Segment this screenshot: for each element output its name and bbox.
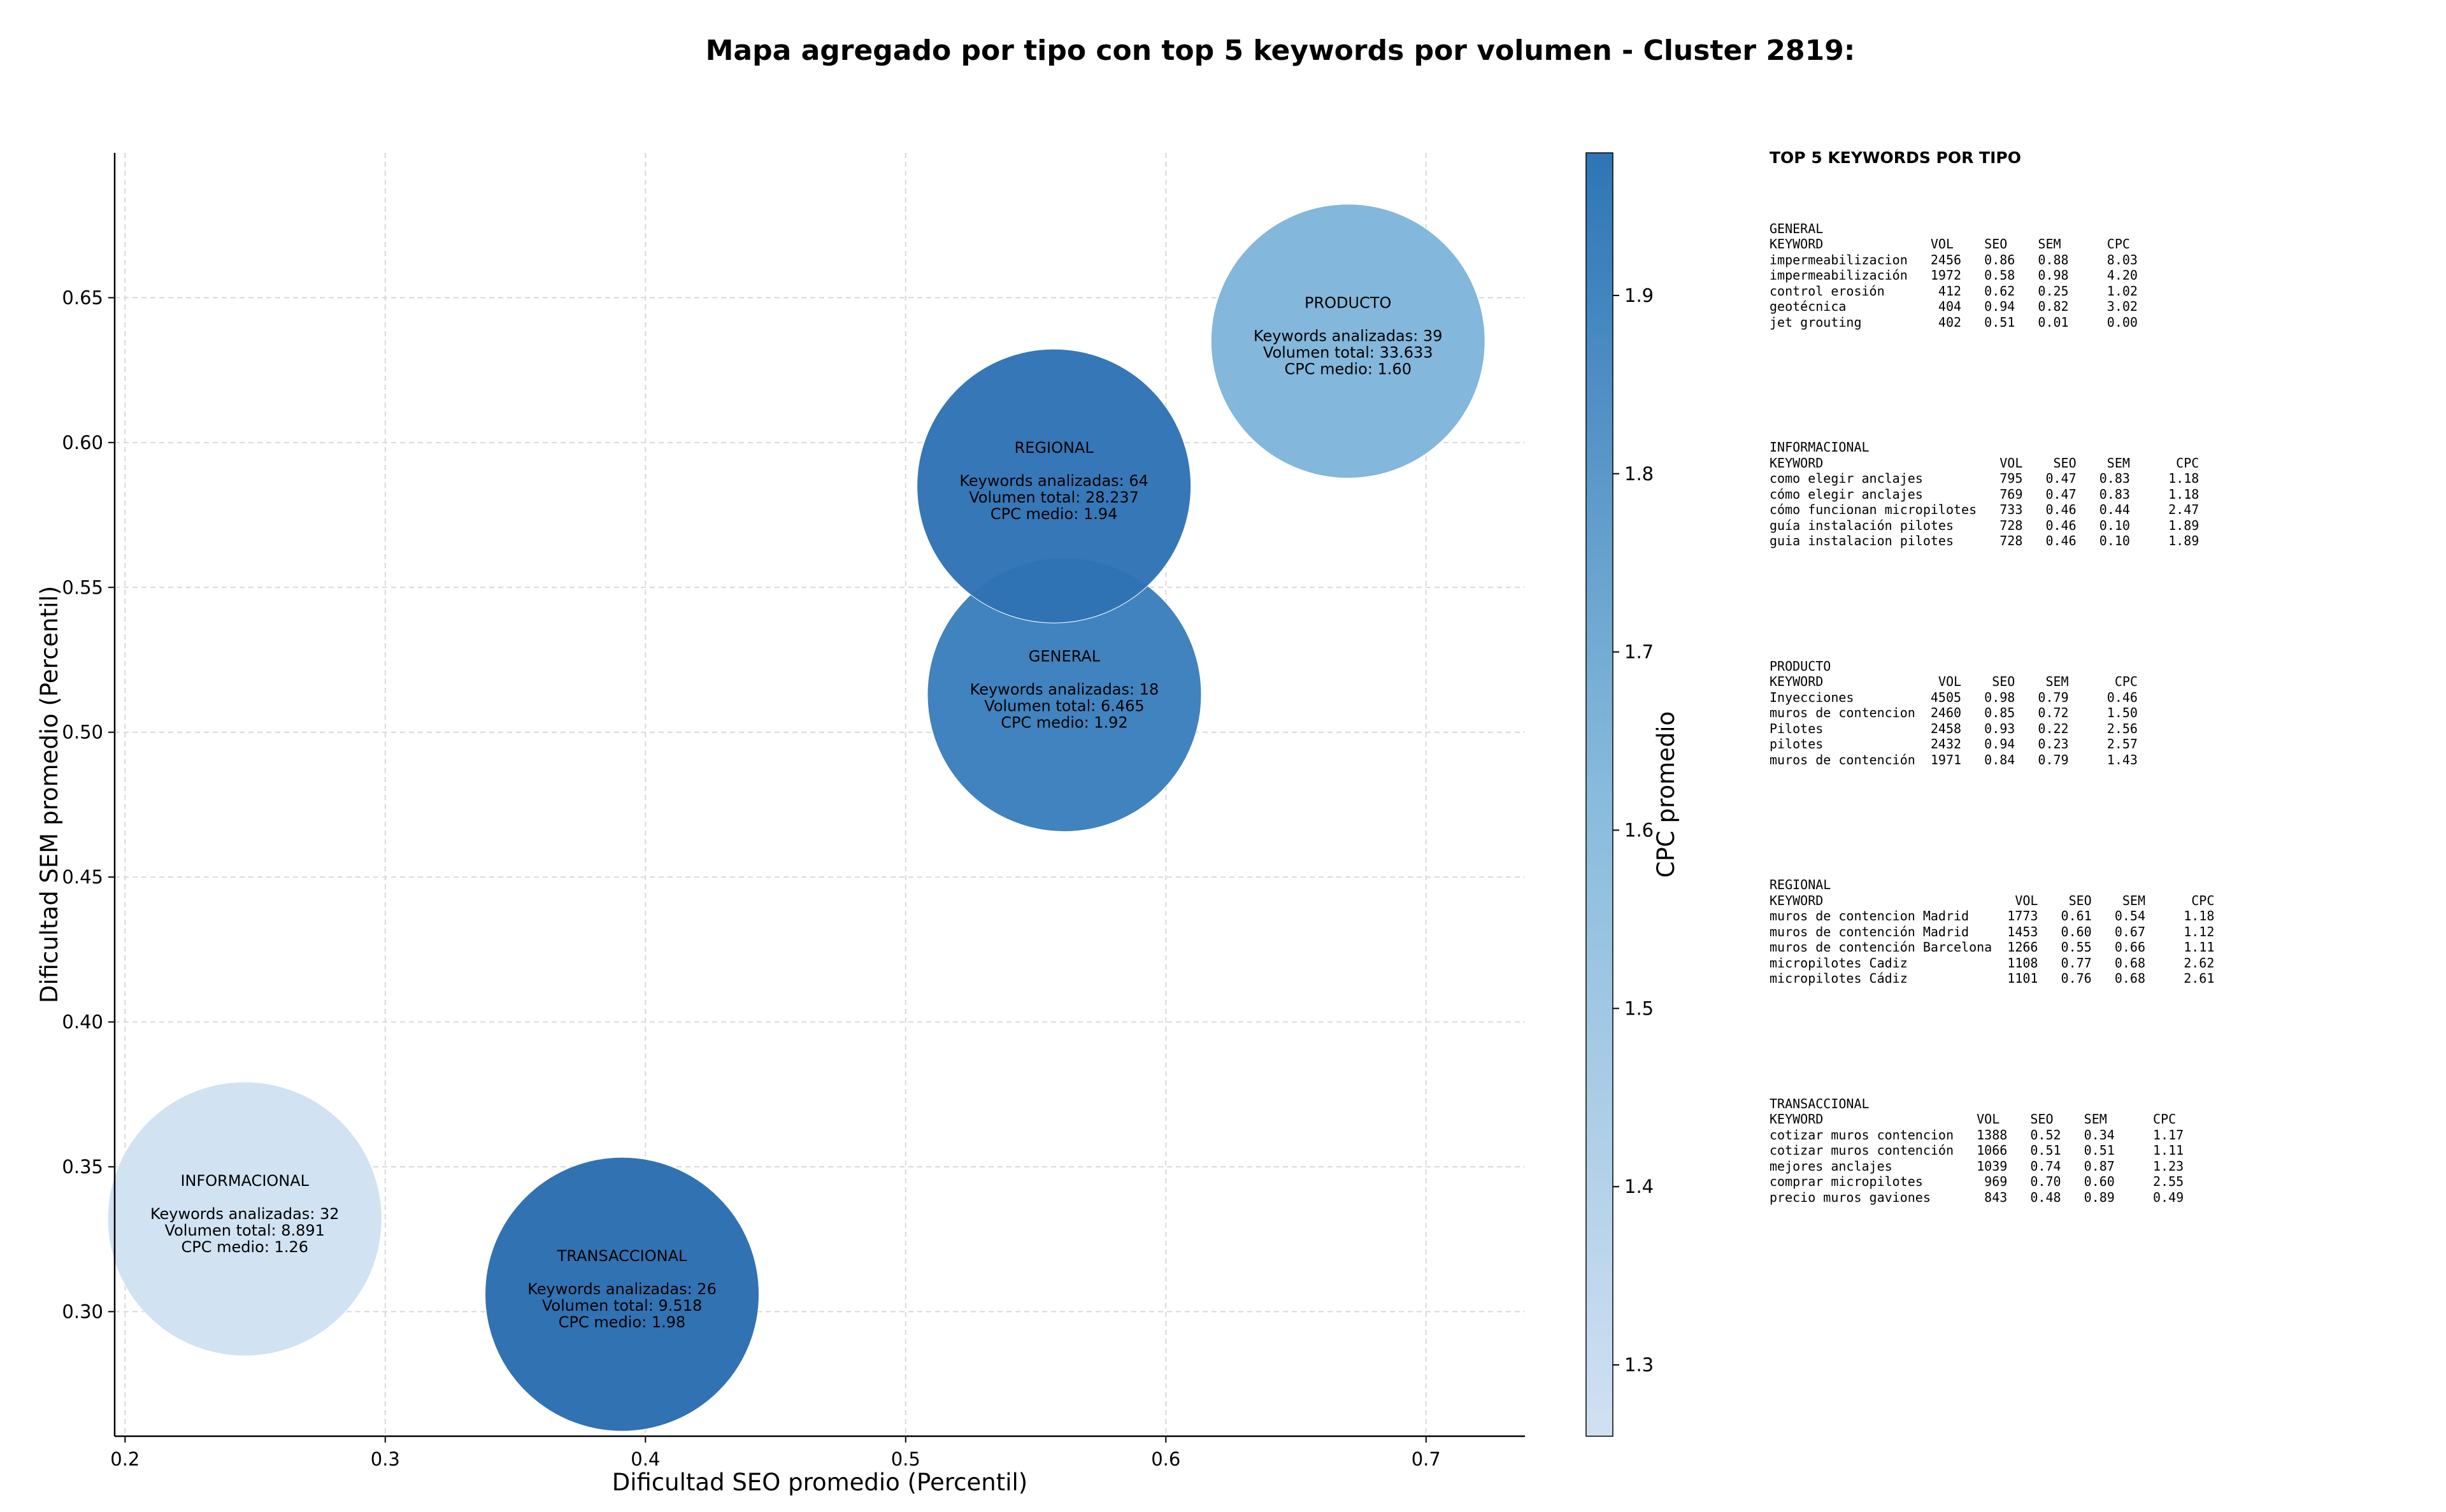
y-tick-label: 0.65 [62,287,103,308]
colorbar-tick-label: 1.3 [1624,1354,1654,1376]
bubble-circle [107,1081,382,1357]
bubble-circle [1210,204,1485,479]
panel-blocks: GENERAL KEYWORD VOL SEO SEM CPC impermea… [1770,221,2432,1206]
bubble-volume: Volumen total: 9.518 [542,1297,702,1315]
x-tick-label: 0.7 [1412,1448,1441,1470]
axes: 0.2 0.3 0.4 0.5 0.6 0.7 0.30 0.35 0.40 0.45 0.50 0.… [36,153,1525,1496]
bubble-label: GENERAL [1029,648,1101,666]
bubble-informacional: INFORMACIONAL Keywords analizadas: 32Volu… [107,1081,382,1357]
bubble-cpc: CPC medio: 1.60 [1284,360,1412,378]
x-axis-label: Dificultad SEO promedio (Percentil) [612,1469,1027,1496]
keyword-table: TRANSACCIONAL KEYWORD VOL SEO SEM CPC co… [1770,1095,2184,1205]
x-tick-label: 0.2 [110,1448,139,1470]
colorbar-tick-label: 1.7 [1624,641,1654,663]
colorbar-tick-label: 1.5 [1624,997,1654,1019]
bubble-label: REGIONAL [1015,439,1094,457]
bubble-cpc: CPC medio: 1.98 [559,1313,686,1331]
bubble-volume: Volumen total: 8.891 [165,1222,325,1239]
colorbar-label: CPC promedio [1652,711,1680,878]
x-tick-label: 0.5 [891,1448,920,1470]
bubble-volume: Volumen total: 33.633 [1263,344,1433,362]
bubble-label: INFORMACIONAL [180,1172,309,1190]
bubble-cpc: CPC medio: 1.92 [1001,714,1128,732]
y-tick-label: 0.40 [62,1011,103,1033]
y-tick-label: 0.60 [62,432,103,453]
y-axis-label: Dificultad SEM promedio (Percentil) [36,586,63,1003]
y-tick-label: 0.55 [62,576,103,598]
y-tick-label: 0.45 [62,866,103,888]
keyword-table: PRODUCTO KEYWORD VOL SEO SEM CPC Inyecci… [1770,658,2138,767]
keyword-table: GENERAL KEYWORD VOL SEO SEM CPC impermea… [1770,220,2138,330]
keyword-block-informacional: INFORMACIONAL KEYWORD VOL SEO SEM CPC co… [1770,439,2432,549]
keyword-table: REGIONAL KEYWORD VOL SEO SEM CPC muros d… [1770,877,2215,986]
x-tick-label: 0.6 [1151,1448,1180,1470]
colorbar-tick-label: 1.4 [1624,1176,1654,1197]
bubble-circle [917,348,1192,624]
y-tick-label: 0.35 [62,1156,103,1178]
bubble-keywords: Keywords analizadas: 64 [959,472,1148,490]
bubble-volume: Volumen total: 6.465 [984,697,1144,715]
bubble-keywords: Keywords analizadas: 39 [1254,327,1443,345]
colorbar-tick-label: 1.9 [1624,285,1654,306]
y-tick-label: 0.30 [62,1301,103,1322]
keyword-block-transaccional: TRANSACCIONAL KEYWORD VOL SEO SEM CPC co… [1770,1096,2432,1206]
bubble-label: TRANSACCIONAL [557,1247,687,1265]
bubble-keywords: Keywords analizadas: 32 [150,1205,340,1223]
bubble-volume: Volumen total: 28.237 [969,489,1139,506]
keyword-block-regional: REGIONAL KEYWORD VOL SEO SEM CPC muros d… [1770,877,2432,987]
bubble-keywords: Keywords analizadas: 18 [970,681,1159,699]
top-keywords-panel: TOP 5 KEYWORDS POR TIPO GENERAL KEYWORD … [1770,150,2432,1315]
bubble-cpc: CPC medio: 1.26 [181,1238,308,1256]
bubble-circle [485,1157,760,1432]
x-tick-label: 0.3 [371,1448,400,1470]
bubble-label: PRODUCTO [1305,294,1391,312]
y-tick-label: 0.50 [62,722,103,743]
bubble-cpc: CPC medio: 1.94 [991,505,1118,523]
bubble-transaccional: TRANSACCIONAL Keywords analizadas: 26Volu… [485,1157,760,1432]
panel-title: TOP 5 KEYWORDS POR TIPO [1770,148,2021,167]
chart-title: Mapa agregado por tipo con top 5 keyword… [705,34,1856,67]
colorbar-tick-label: 1.6 [1624,819,1654,841]
keyword-block-producto: PRODUCTO KEYWORD VOL SEO SEM CPC Inyecci… [1770,659,2432,768]
keyword-block-general: GENERAL KEYWORD VOL SEO SEM CPC impermea… [1770,221,2432,331]
colorbar-tick-label: 1.8 [1624,463,1654,485]
colorbar-gradient [1585,152,1613,1437]
colorbar: 1.3 1.4 1.5 1.6 1.7 1.8 1.9 CPC promedio [1585,152,1680,1437]
x-tick-label: 0.4 [631,1448,660,1470]
bubble-keywords: Keywords analizadas: 26 [527,1280,717,1298]
keyword-table: INFORMACIONAL KEYWORD VOL SEO SEM CPC co… [1770,439,2199,548]
